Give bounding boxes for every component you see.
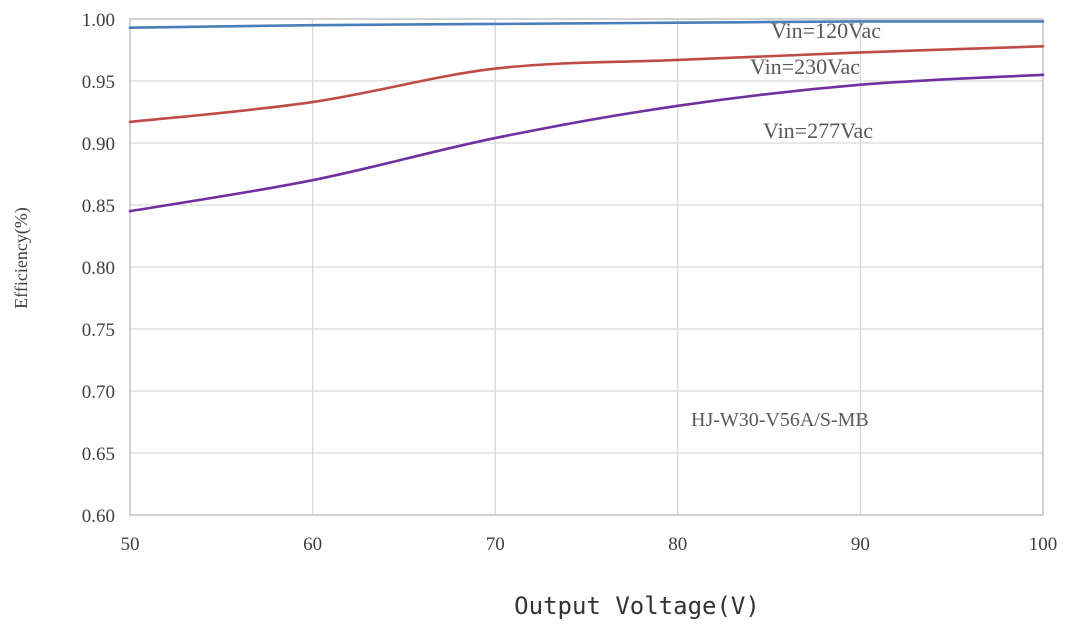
y-tick-label: 0.75 [82,320,115,341]
y-tick-label: 1.00 [82,10,115,31]
x-tick-label: 100 [1029,534,1058,555]
series-line-3 [128,73,1045,213]
y-tick-label: 0.90 [82,134,115,155]
tick-layer: 50 60 70 80 90 100 1.00 0.95 0.90 0.85 0.80 0.75 0.7… [82,10,1058,555]
x-tick-label: 50 [121,534,140,555]
y-axis-label: Efficiency(%) [11,207,32,309]
x-tick-label: 80 [668,534,687,555]
x-tick-label: 90 [851,534,870,555]
x-tick-label: 60 [303,534,322,555]
series-line-2 [128,44,1045,124]
series-label-vin-277: Vin=277Vac [763,118,873,143]
series-label-vin-120: Vin=120Vac [771,18,881,43]
grid-layer [129,18,1044,516]
model-annotation: HJ-W30-V56A/S-MB [691,409,869,431]
y-tick-label: 0.85 [82,196,115,217]
y-tick-label: 0.80 [82,258,115,279]
x-tick-label: 70 [486,534,505,555]
y-tick-label: 0.65 [82,444,115,465]
plot-frame [129,18,1044,516]
y-tick-label: 0.60 [82,506,115,527]
series-layer [128,20,1045,213]
y-tick-label: 0.70 [82,382,115,403]
series-line-1 [128,20,1045,29]
series-label-vin-230: Vin=230Vac [750,54,860,79]
y-tick-label: 0.95 [82,72,115,93]
x-axis-label: Output Voltage(V) [514,592,760,620]
